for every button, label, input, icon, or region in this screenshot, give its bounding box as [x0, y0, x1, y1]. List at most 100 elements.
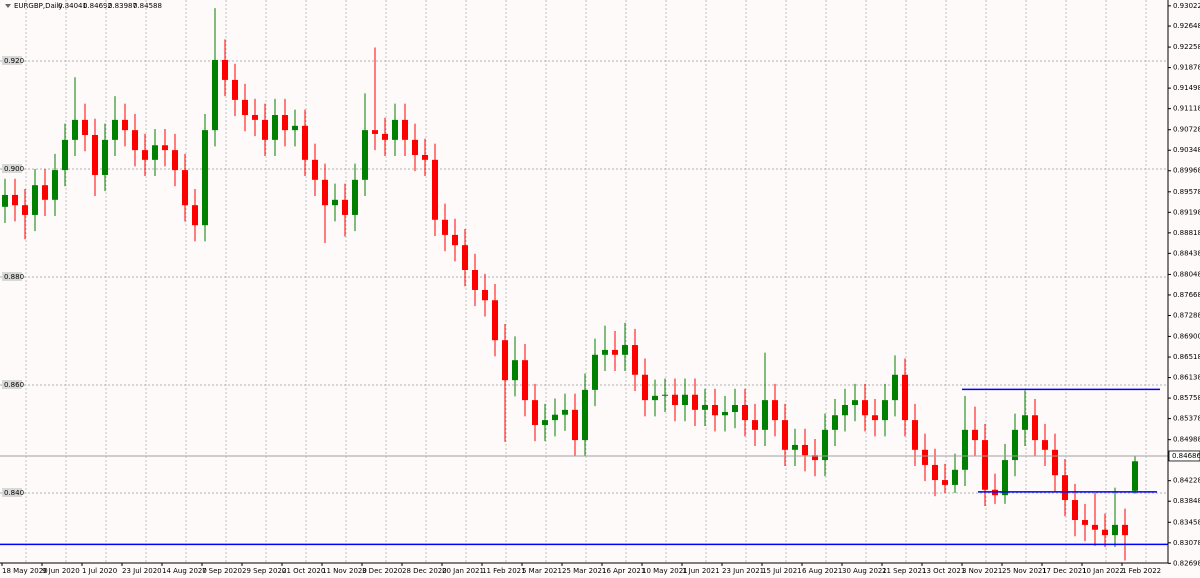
- y-tick-label: 0.85378: [1173, 415, 1200, 423]
- candle-body: [602, 349, 608, 355]
- candle-body: [122, 119, 128, 131]
- candle-body: [822, 429, 828, 461]
- candle-body: [842, 404, 848, 416]
- candle-body: [2, 194, 8, 207]
- candle-body: [882, 400, 888, 421]
- x-tick-label: 1 Jul 2020: [82, 567, 117, 575]
- y-tick-label: 0.84228: [1173, 477, 1200, 485]
- x-tick-label: 20 Jan 2021: [442, 567, 484, 575]
- candle-body: [1062, 475, 1068, 501]
- x-tick-label: 3 Nov 2021: [962, 567, 1002, 575]
- candle-body: [472, 269, 478, 290]
- candle-body: [102, 139, 108, 175]
- candle-body: [552, 414, 558, 421]
- candle-body: [62, 139, 68, 171]
- x-tick-label: 15 Jul 2021: [762, 567, 802, 575]
- candle-body: [672, 394, 678, 405]
- candle-body: [762, 400, 768, 430]
- candle-body: [92, 134, 98, 175]
- y-tick-label: 0.82698: [1173, 559, 1200, 567]
- x-tick-label: 21 Oct 2020: [282, 567, 325, 575]
- x-tick-label: 17 Dec 2021: [1042, 567, 1087, 575]
- candle-body: [412, 139, 418, 155]
- candle-body: [1042, 440, 1048, 450]
- candle-body: [72, 119, 78, 140]
- candle-body: [12, 194, 18, 206]
- candle-body: [1032, 415, 1038, 441]
- x-tick-label: 21 Sep 2021: [882, 567, 926, 575]
- candle-body: [262, 119, 268, 140]
- candle-body: [82, 119, 88, 135]
- candle-body: [862, 400, 868, 416]
- last-price-label: 0.84686: [1172, 452, 1200, 460]
- candle-body: [912, 420, 918, 450]
- candle-body: [282, 115, 288, 131]
- y-tick-label: 0.86518: [1173, 353, 1200, 361]
- x-tick-label: 28 Dec 2020: [402, 567, 447, 575]
- candle-body: [452, 234, 458, 246]
- candle-body: [512, 360, 518, 381]
- candle-body: [22, 205, 28, 215]
- y-tick-label: 0.86900: [1173, 332, 1200, 340]
- candle-body: [1002, 460, 1008, 496]
- candle-body: [1122, 524, 1128, 536]
- x-tick-label: 14 Aug 2020: [162, 567, 207, 575]
- candle-body: [172, 150, 178, 171]
- candle-body: [1082, 520, 1088, 525]
- x-tick-label: 10 May 2021: [642, 567, 688, 575]
- grid-label-box: [2, 56, 22, 66]
- x-tick-label: 1 Feb 2022: [1122, 567, 1161, 575]
- x-tick-label: 13 Oct 2021: [922, 567, 965, 575]
- candle-body: [402, 119, 408, 140]
- candle-body: [272, 115, 278, 140]
- x-tick-label: 1 Jun 2021: [682, 567, 720, 575]
- candle-body: [232, 79, 238, 100]
- candle-body: [1132, 461, 1138, 491]
- candle-body: [622, 345, 628, 355]
- y-tick-label: 0.88048: [1173, 270, 1200, 278]
- candle-body: [292, 125, 298, 131]
- candle-body: [342, 199, 348, 215]
- candle-body: [792, 444, 798, 450]
- candle-body: [782, 420, 788, 450]
- candle-body: [942, 480, 948, 485]
- y-tick-label: 0.87288: [1173, 311, 1200, 319]
- candle-body: [852, 400, 858, 405]
- candle-body: [422, 154, 428, 160]
- symbol: EURGBP,Daily: [14, 2, 63, 10]
- candle-body: [132, 130, 138, 151]
- candle-body: [812, 455, 818, 461]
- candle-body: [772, 400, 778, 421]
- candle-body: [322, 179, 328, 206]
- candle-body: [1012, 429, 1018, 461]
- candle-body: [652, 395, 658, 401]
- x-tick-label: 11 Feb 2021: [482, 567, 526, 575]
- grid-label-box: [2, 164, 22, 174]
- candle-body: [832, 415, 838, 430]
- y-tick-label: 0.92258: [1173, 43, 1200, 51]
- y-tick-label: 0.90348: [1173, 146, 1200, 154]
- candle-body: [1052, 449, 1058, 476]
- grid-label-box: [2, 272, 22, 282]
- candle-body: [142, 150, 148, 160]
- candle-body: [302, 125, 308, 160]
- candle-body: [522, 360, 528, 401]
- candle-body: [582, 389, 588, 441]
- y-tick-label: 0.87668: [1173, 291, 1200, 299]
- candle-body: [392, 119, 398, 140]
- x-tick-label: 23 Jul 2020: [122, 567, 162, 575]
- candle-body: [612, 349, 618, 355]
- candle-body: [702, 404, 708, 410]
- y-tick-label: 0.89198: [1173, 208, 1200, 216]
- candle-body: [362, 130, 368, 180]
- grid-label: 0.880: [4, 273, 24, 281]
- grid-label: 0.900: [4, 165, 24, 173]
- candle-body: [162, 145, 168, 151]
- candle-body: [352, 179, 358, 215]
- candle-body: [732, 404, 738, 413]
- candle-body: [192, 205, 198, 226]
- y-tick-label: 0.89968: [1173, 167, 1200, 175]
- candle-body: [212, 59, 218, 131]
- candle-body: [432, 159, 438, 220]
